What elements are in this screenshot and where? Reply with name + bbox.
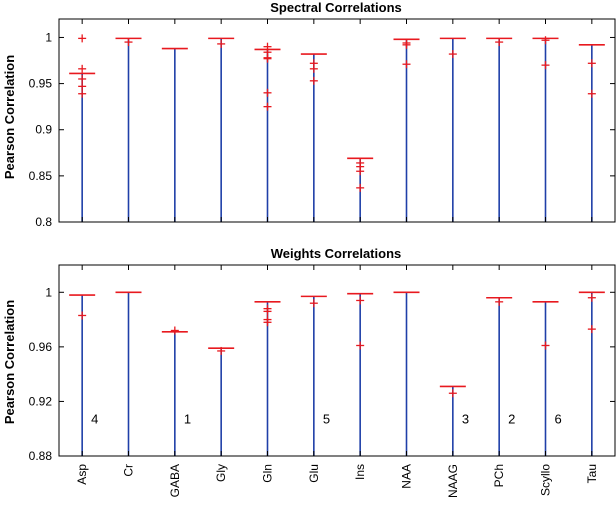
weights-plot-frame — [58, 264, 616, 457]
weights-ytick-label-1: 0.92 — [29, 394, 53, 408]
weights-outlier-tau-0 — [587, 293, 596, 302]
spectral-outlier-gly-0 — [217, 39, 226, 48]
weights-outlier-gaba-0 — [170, 326, 179, 335]
category-label-cr: Cr — [122, 464, 136, 477]
spectral-ytick-label-4: 1 — [45, 30, 52, 44]
spectral-outlier-cr-0 — [124, 38, 133, 47]
weights-outlier-naag-0 — [448, 389, 457, 398]
weights-outlier-asp-0 — [78, 311, 87, 320]
weights-outlier-ins-1 — [356, 341, 365, 350]
weights-correlations-panel: Weights Correlations Pearson Correlation… — [2, 246, 616, 463]
weights-annotation-naag: 3 — [462, 411, 469, 426]
spectral-plot-frame — [58, 18, 616, 223]
category-label-naa: NAA — [400, 464, 414, 489]
weights-ytick-label-0: 0.88 — [29, 449, 53, 463]
category-label-naag: NAAG — [446, 464, 460, 498]
weights-annotation-gaba: 1 — [184, 411, 191, 426]
weights-title: Weights Correlations — [271, 246, 402, 261]
category-label-asp: Asp — [75, 464, 89, 485]
category-label-gaba: GABA — [168, 464, 182, 497]
weights-outlier-tau-1 — [587, 325, 596, 334]
spectral-outlier-asp-2 — [78, 74, 87, 83]
spectral-ytick-label-0: 0.8 — [35, 215, 52, 229]
spectral-outlier-asp-0 — [78, 34, 87, 43]
weights-outlier-gly-0 — [217, 346, 226, 355]
weights-annotation-asp: 4 — [91, 411, 98, 426]
spectral-outlier-pch-0 — [495, 38, 504, 47]
spectral-ytick-label-2: 0.9 — [35, 123, 52, 137]
spectral-outlier-gln-3 — [263, 54, 272, 63]
spectral-outlier-glu-1 — [309, 64, 318, 73]
weights-outlier-gln-1 — [263, 307, 272, 316]
weights-marks — [69, 291, 605, 456]
spectral-outlier-gln-5 — [263, 102, 272, 111]
category-label-pch: PCh — [492, 464, 506, 487]
spectral-ytick-label-3: 0.95 — [29, 77, 53, 91]
weights-outlier-pch-0 — [495, 297, 504, 306]
weights-outlier-gln-3 — [263, 318, 272, 327]
weights-ytick-label-2: 0.96 — [29, 340, 53, 354]
spectral-outlier-asp-1 — [78, 64, 87, 73]
category-label-tau: Tau — [585, 464, 599, 483]
category-labels: Asp Cr GABA Gly Gln Glu Ins NAA NAAG PCh Scyllo Tau — [75, 464, 599, 498]
weights-ylabel: Pearson Correlation — [2, 300, 17, 424]
weights-y-axis: 0.88 0.92 0.96 1 — [29, 265, 615, 463]
spectral-ytick-label-1: 0.85 — [29, 169, 53, 183]
weights-ytick-label-3: 1 — [45, 285, 52, 299]
category-label-glu: Glu — [307, 464, 321, 483]
spectral-outlier-tau-0 — [587, 59, 596, 68]
weights-annotation-pch: 2 — [508, 411, 515, 426]
category-label-ins: Ins — [353, 464, 367, 480]
spectral-outlier-tau-1 — [587, 89, 596, 98]
category-label-gln: Gln — [261, 464, 275, 483]
spectral-outlier-glu-2 — [309, 76, 318, 85]
spectral-title: Spectral Correlations — [270, 0, 402, 15]
spectral-outlier-naa-2 — [402, 60, 411, 69]
spectral-outlier-ins-2 — [356, 167, 365, 176]
spectral-outlier-naa-1 — [402, 40, 411, 49]
spectral-outlier-ins-3 — [356, 183, 365, 192]
weights-annotation-scyllo: 6 — [555, 411, 562, 426]
spectral-outlier-scyllo-1 — [541, 61, 550, 70]
category-label-gly: Gly — [214, 464, 228, 482]
weights-annotations: 4 1 5 3 2 6 — [91, 411, 562, 426]
weights-outlier-glu-0 — [309, 299, 318, 308]
spectral-outlier-scyllo-0 — [541, 36, 550, 45]
spectral-marks — [69, 34, 605, 222]
spectral-outlier-asp-4 — [78, 89, 87, 98]
weights-outlier-scyllo-0 — [541, 341, 550, 350]
spectral-outlier-gln-4 — [263, 88, 272, 97]
spectral-correlations-panel: Spectral Correlations Pearson Correlatio… — [2, 0, 616, 229]
weights-annotation-glu: 5 — [323, 411, 330, 426]
spectral-outlier-naag-0 — [448, 50, 457, 59]
spectral-outlier-asp-3 — [78, 82, 87, 91]
spectral-y-axis: 0.8 0.85 0.9 0.95 1 — [29, 19, 615, 229]
category-label-scyllo: Scyllo — [539, 464, 553, 496]
weights-outlier-ins-0 — [356, 296, 365, 305]
spectral-ylabel: Pearson Correlation — [2, 55, 17, 179]
